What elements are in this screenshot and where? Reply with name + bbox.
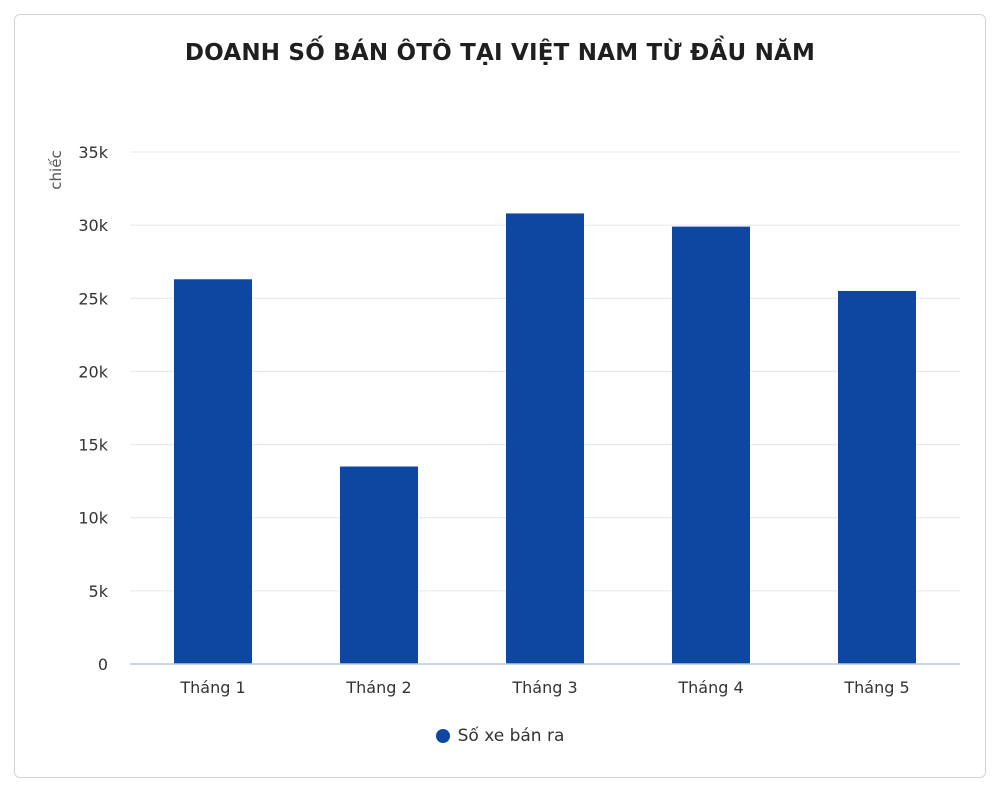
chart-title: DOANH SỐ BÁN ÔTÔ TẠI VIỆT NAM TỪ ĐẦU NĂM <box>184 40 816 66</box>
legend-marker <box>435 729 450 743</box>
y-tick-label: 35k <box>78 143 108 162</box>
x-tick-label: Tháng 1 <box>179 678 245 697</box>
y-tick-label: 20k <box>78 362 108 381</box>
chart-legend[interactable]: Số xe bán ra <box>0 726 1000 746</box>
legend-label: Số xe bán ra <box>457 726 565 746</box>
x-tick-label: Tháng 4 <box>677 678 743 697</box>
y-tick-label: 10k <box>78 509 108 528</box>
bar <box>174 279 252 664</box>
y-tick-label: 25k <box>78 289 108 308</box>
y-tick-label: 15k <box>78 436 108 455</box>
bar <box>672 226 750 664</box>
x-tick-label: Tháng 3 <box>511 678 577 697</box>
y-tick-label: 5k <box>89 582 109 601</box>
y-tick-label: 0 <box>98 655 108 674</box>
x-tick-label: Tháng 2 <box>345 678 411 697</box>
y-axis-label: chiếc <box>47 150 65 189</box>
bar <box>506 213 584 664</box>
y-tick-label: 30k <box>78 216 108 235</box>
x-tick-label: Tháng 5 <box>843 678 909 697</box>
bar <box>838 290 916 664</box>
bar <box>340 466 418 664</box>
